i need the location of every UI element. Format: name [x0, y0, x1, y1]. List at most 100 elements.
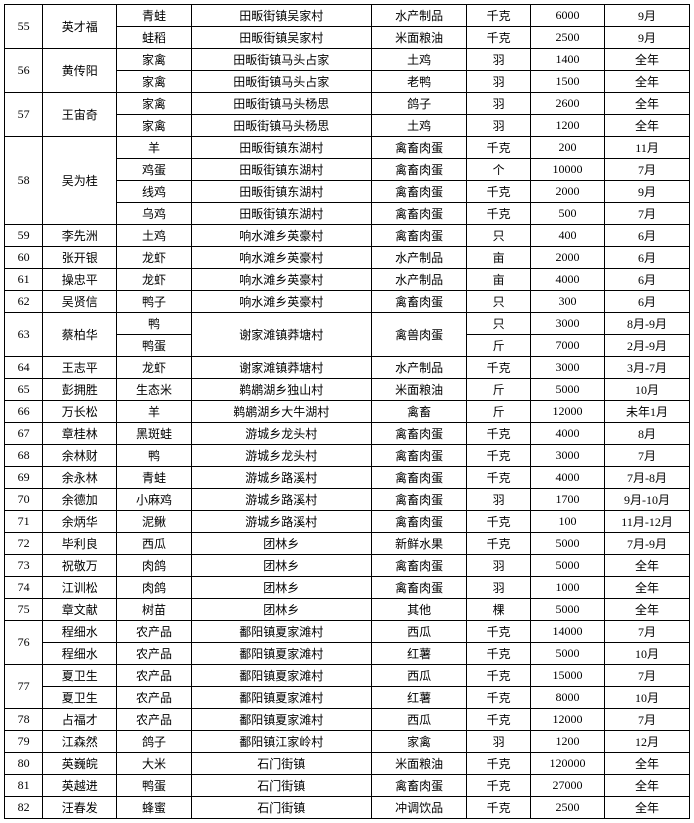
table-row: 58吴为桂羊田畈街镇东湖村禽畜肉蛋千克20011月 [5, 137, 690, 159]
cell-prod: 乌鸡 [117, 203, 191, 225]
cell-unit: 千克 [467, 5, 531, 27]
cell-idx: 67 [5, 423, 43, 445]
cell-name: 英越进 [43, 775, 117, 797]
cell-unit: 千克 [467, 467, 531, 489]
cell-name: 江森然 [43, 731, 117, 753]
data-table: 55英才福青蛙田畈街镇吴家村水产制品千克60009月蛙稻田畈街镇吴家村米面粮油千… [4, 4, 690, 819]
cell-type: 老鸭 [371, 71, 466, 93]
cell-date: 11月-12月 [605, 511, 690, 533]
cell-prod: 蛙稻 [117, 27, 191, 49]
cell-type: 红薯 [371, 687, 466, 709]
table-row: 57王宙奇家禽田畈街镇马头杨思鸽子羽2600全年 [5, 93, 690, 115]
cell-date: 未年1月 [605, 401, 690, 423]
cell-qty: 4000 [530, 467, 604, 489]
cell-unit: 千克 [467, 181, 531, 203]
cell-unit: 只 [467, 225, 531, 247]
cell-date: 6月 [605, 291, 690, 313]
cell-loc: 鄱阳镇夏家滩村 [191, 621, 371, 643]
cell-idx: 71 [5, 511, 43, 533]
cell-unit: 羽 [467, 71, 531, 93]
cell-prod: 农产品 [117, 665, 191, 687]
cell-date: 12月 [605, 731, 690, 753]
cell-type: 禽畜肉蛋 [371, 775, 466, 797]
cell-date: 9月 [605, 27, 690, 49]
cell-unit: 千克 [467, 445, 531, 467]
cell-idx: 78 [5, 709, 43, 731]
cell-unit: 千克 [467, 775, 531, 797]
cell-unit: 千克 [467, 709, 531, 731]
cell-qty: 5000 [530, 599, 604, 621]
table-row: 68余林财鸭游城乡龙头村禽畜肉蛋千克30007月 [5, 445, 690, 467]
cell-name: 程细水 [43, 643, 117, 665]
cell-idx: 59 [5, 225, 43, 247]
cell-qty: 1700 [530, 489, 604, 511]
cell-idx: 79 [5, 731, 43, 753]
cell-type: 其他 [371, 599, 466, 621]
cell-type: 米面粮油 [371, 753, 466, 775]
cell-prod: 鸭 [117, 313, 191, 335]
cell-unit: 斤 [467, 379, 531, 401]
cell-qty: 4000 [530, 269, 604, 291]
cell-qty: 1500 [530, 71, 604, 93]
cell-prod: 农产品 [117, 709, 191, 731]
table-row: 62吴贤信鸭子响水滩乡英豪村禽畜肉蛋只3006月 [5, 291, 690, 313]
cell-qty: 5000 [530, 533, 604, 555]
cell-qty: 5000 [530, 643, 604, 665]
cell-date: 2月-9月 [605, 335, 690, 357]
cell-prod: 青蛙 [117, 467, 191, 489]
cell-prod: 蜂蜜 [117, 797, 191, 819]
table-row: 81英越进鸭蛋石门街镇禽畜肉蛋千克27000全年 [5, 775, 690, 797]
cell-idx: 64 [5, 357, 43, 379]
cell-type: 禽畜肉蛋 [371, 511, 466, 533]
cell-loc: 游城乡路溪村 [191, 467, 371, 489]
cell-unit: 千克 [467, 665, 531, 687]
cell-unit: 千克 [467, 621, 531, 643]
cell-date: 7月 [605, 621, 690, 643]
cell-prod: 家禽 [117, 93, 191, 115]
cell-prod: 农产品 [117, 687, 191, 709]
cell-date: 6月 [605, 247, 690, 269]
cell-qty: 2500 [530, 27, 604, 49]
cell-idx: 56 [5, 49, 43, 93]
cell-loc: 田畈街镇东湖村 [191, 159, 371, 181]
cell-date: 8月-9月 [605, 313, 690, 335]
cell-date: 全年 [605, 775, 690, 797]
cell-name: 占福才 [43, 709, 117, 731]
cell-loc: 鄱阳镇夏家滩村 [191, 709, 371, 731]
cell-qty: 300 [530, 291, 604, 313]
cell-prod: 羊 [117, 401, 191, 423]
cell-prod: 大米 [117, 753, 191, 775]
cell-date: 8月 [605, 423, 690, 445]
cell-type: 新鲜水果 [371, 533, 466, 555]
cell-prod: 生态米 [117, 379, 191, 401]
cell-idx: 68 [5, 445, 43, 467]
table-row: 80英巍皖大米石门街镇米面粮油千克120000全年 [5, 753, 690, 775]
cell-loc: 鹈鹕湖乡独山村 [191, 379, 371, 401]
cell-unit: 羽 [467, 731, 531, 753]
cell-type: 禽畜肉蛋 [371, 423, 466, 445]
cell-idx: 61 [5, 269, 43, 291]
cell-loc: 田畈街镇马头杨思 [191, 93, 371, 115]
cell-date: 10月 [605, 643, 690, 665]
table-row: 71余炳华泥鳅游城乡路溪村禽畜肉蛋千克10011月-12月 [5, 511, 690, 533]
cell-idx: 58 [5, 137, 43, 225]
cell-name: 余德加 [43, 489, 117, 511]
cell-name: 程细水 [43, 621, 117, 643]
cell-loc: 石门街镇 [191, 797, 371, 819]
table-row: 65彭拥胜生态米鹈鹕湖乡独山村米面粮油斤500010月 [5, 379, 690, 401]
cell-unit: 千克 [467, 753, 531, 775]
cell-date: 全年 [605, 753, 690, 775]
cell-name: 余永林 [43, 467, 117, 489]
cell-loc: 田畈街镇东湖村 [191, 137, 371, 159]
cell-idx: 77 [5, 665, 43, 709]
cell-idx: 82 [5, 797, 43, 819]
cell-loc: 响水滩乡英豪村 [191, 225, 371, 247]
cell-type: 禽畜肉蛋 [371, 225, 466, 247]
cell-date: 11月 [605, 137, 690, 159]
table-row: 82汪春发蜂蜜石门街镇冲调饮品千克2500全年 [5, 797, 690, 819]
cell-type: 禽畜肉蛋 [371, 555, 466, 577]
cell-loc: 石门街镇 [191, 775, 371, 797]
cell-qty: 1200 [530, 731, 604, 753]
cell-loc: 鄱阳镇夏家滩村 [191, 665, 371, 687]
cell-date: 7月 [605, 709, 690, 731]
